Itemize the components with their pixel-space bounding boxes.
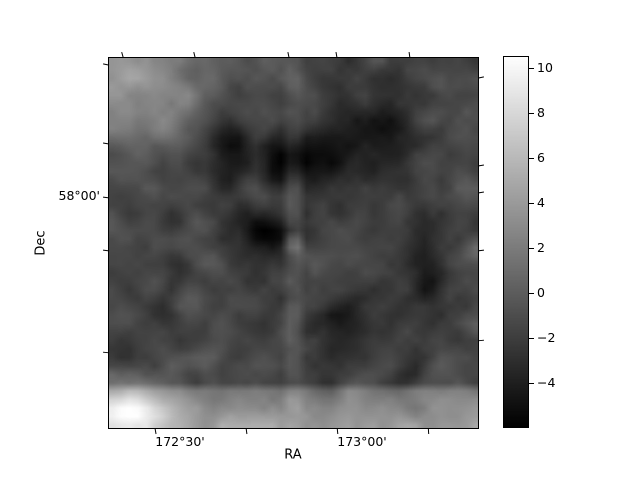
colorbar-ticklabel: 2 (537, 239, 545, 255)
colorbar-tick (529, 68, 534, 70)
y-tick-left (102, 196, 110, 199)
sky-image-axes[interactable] (108, 57, 479, 429)
y-tick-right (477, 164, 485, 167)
colorbar-tick (529, 293, 534, 295)
y-tick-right (477, 191, 485, 194)
colorbar-ticklabel: 10 (537, 59, 553, 75)
y-axis-label: Dec (33, 230, 49, 256)
sky-heatmap-image[interactable] (108, 57, 479, 429)
x-axis-label: RA (284, 447, 302, 463)
colorbar-tick (529, 338, 534, 340)
x-tick-top (193, 51, 197, 59)
colorbar-tick (529, 248, 534, 250)
colorbar-ticklabel: 0 (537, 284, 545, 300)
y-tick-left (102, 142, 110, 145)
colorbar-tick (529, 158, 534, 160)
colorbar[interactable]: 10 8 6 4 2 0 −2 −4 (503, 56, 555, 428)
x-tick-top (121, 51, 125, 59)
colorbar-ticklabel: 6 (537, 149, 545, 165)
x-ticklabel: 173°00' (337, 434, 387, 449)
x-tick-top (335, 51, 338, 59)
y-tick-left (102, 63, 110, 66)
y-tick-left (102, 249, 110, 252)
x-tick-bottom (427, 427, 430, 435)
y-tick-right (477, 76, 485, 79)
colorbar-gradient (503, 56, 529, 428)
colorbar-tick (529, 113, 534, 115)
y-tick-right (477, 249, 485, 252)
colorbar-ticklabel: −2 (537, 329, 556, 345)
colorbar-ticklabel: −4 (537, 374, 556, 390)
colorbar-tick (529, 383, 534, 385)
x-tick-top (287, 51, 290, 59)
x-tick-top (408, 51, 411, 59)
colorbar-tick (529, 203, 534, 205)
y-ticklabel: 58°00' (58, 187, 101, 203)
colorbar-ticklabel: 8 (537, 104, 545, 120)
colorbar-ticklabel: 4 (537, 194, 545, 210)
y-tick-left (102, 351, 110, 354)
y-tick-right (477, 339, 485, 342)
x-ticklabel: 172°30' (155, 434, 205, 449)
